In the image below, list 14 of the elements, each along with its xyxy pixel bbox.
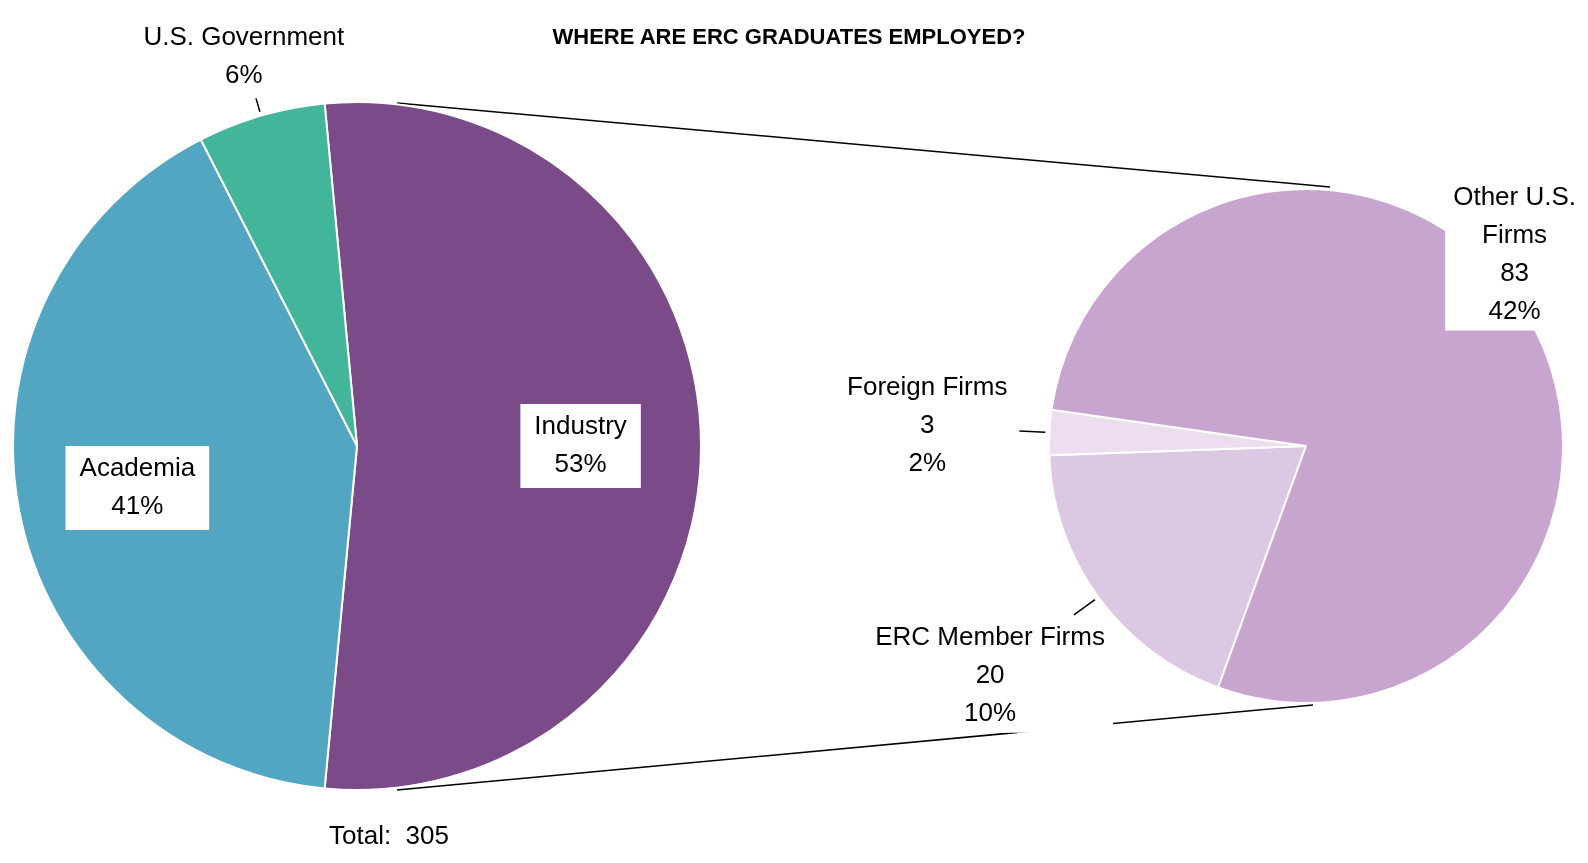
data-label: 83 42% [1488,256,1541,325]
data-label: 53% [554,448,607,479]
data-label: 41% [111,490,164,521]
data-label: 3 2% [908,409,947,478]
slice-label: Industry [534,410,627,441]
slice-label: U.S. Government [143,20,345,51]
data-label: 6% [225,58,263,89]
slice-label: Other U.S. Firms [1453,180,1577,249]
text: Total: 305 [329,820,449,851]
slice-label: Foreign Firms [847,371,1008,402]
slice-label: Academia [79,452,196,483]
slice-label: ERC Member Firms [875,621,1105,652]
text: WHERE ARE ERC GRADUATES EMPLOYED? [552,24,1026,50]
data-label: 20 10% [964,659,1017,728]
